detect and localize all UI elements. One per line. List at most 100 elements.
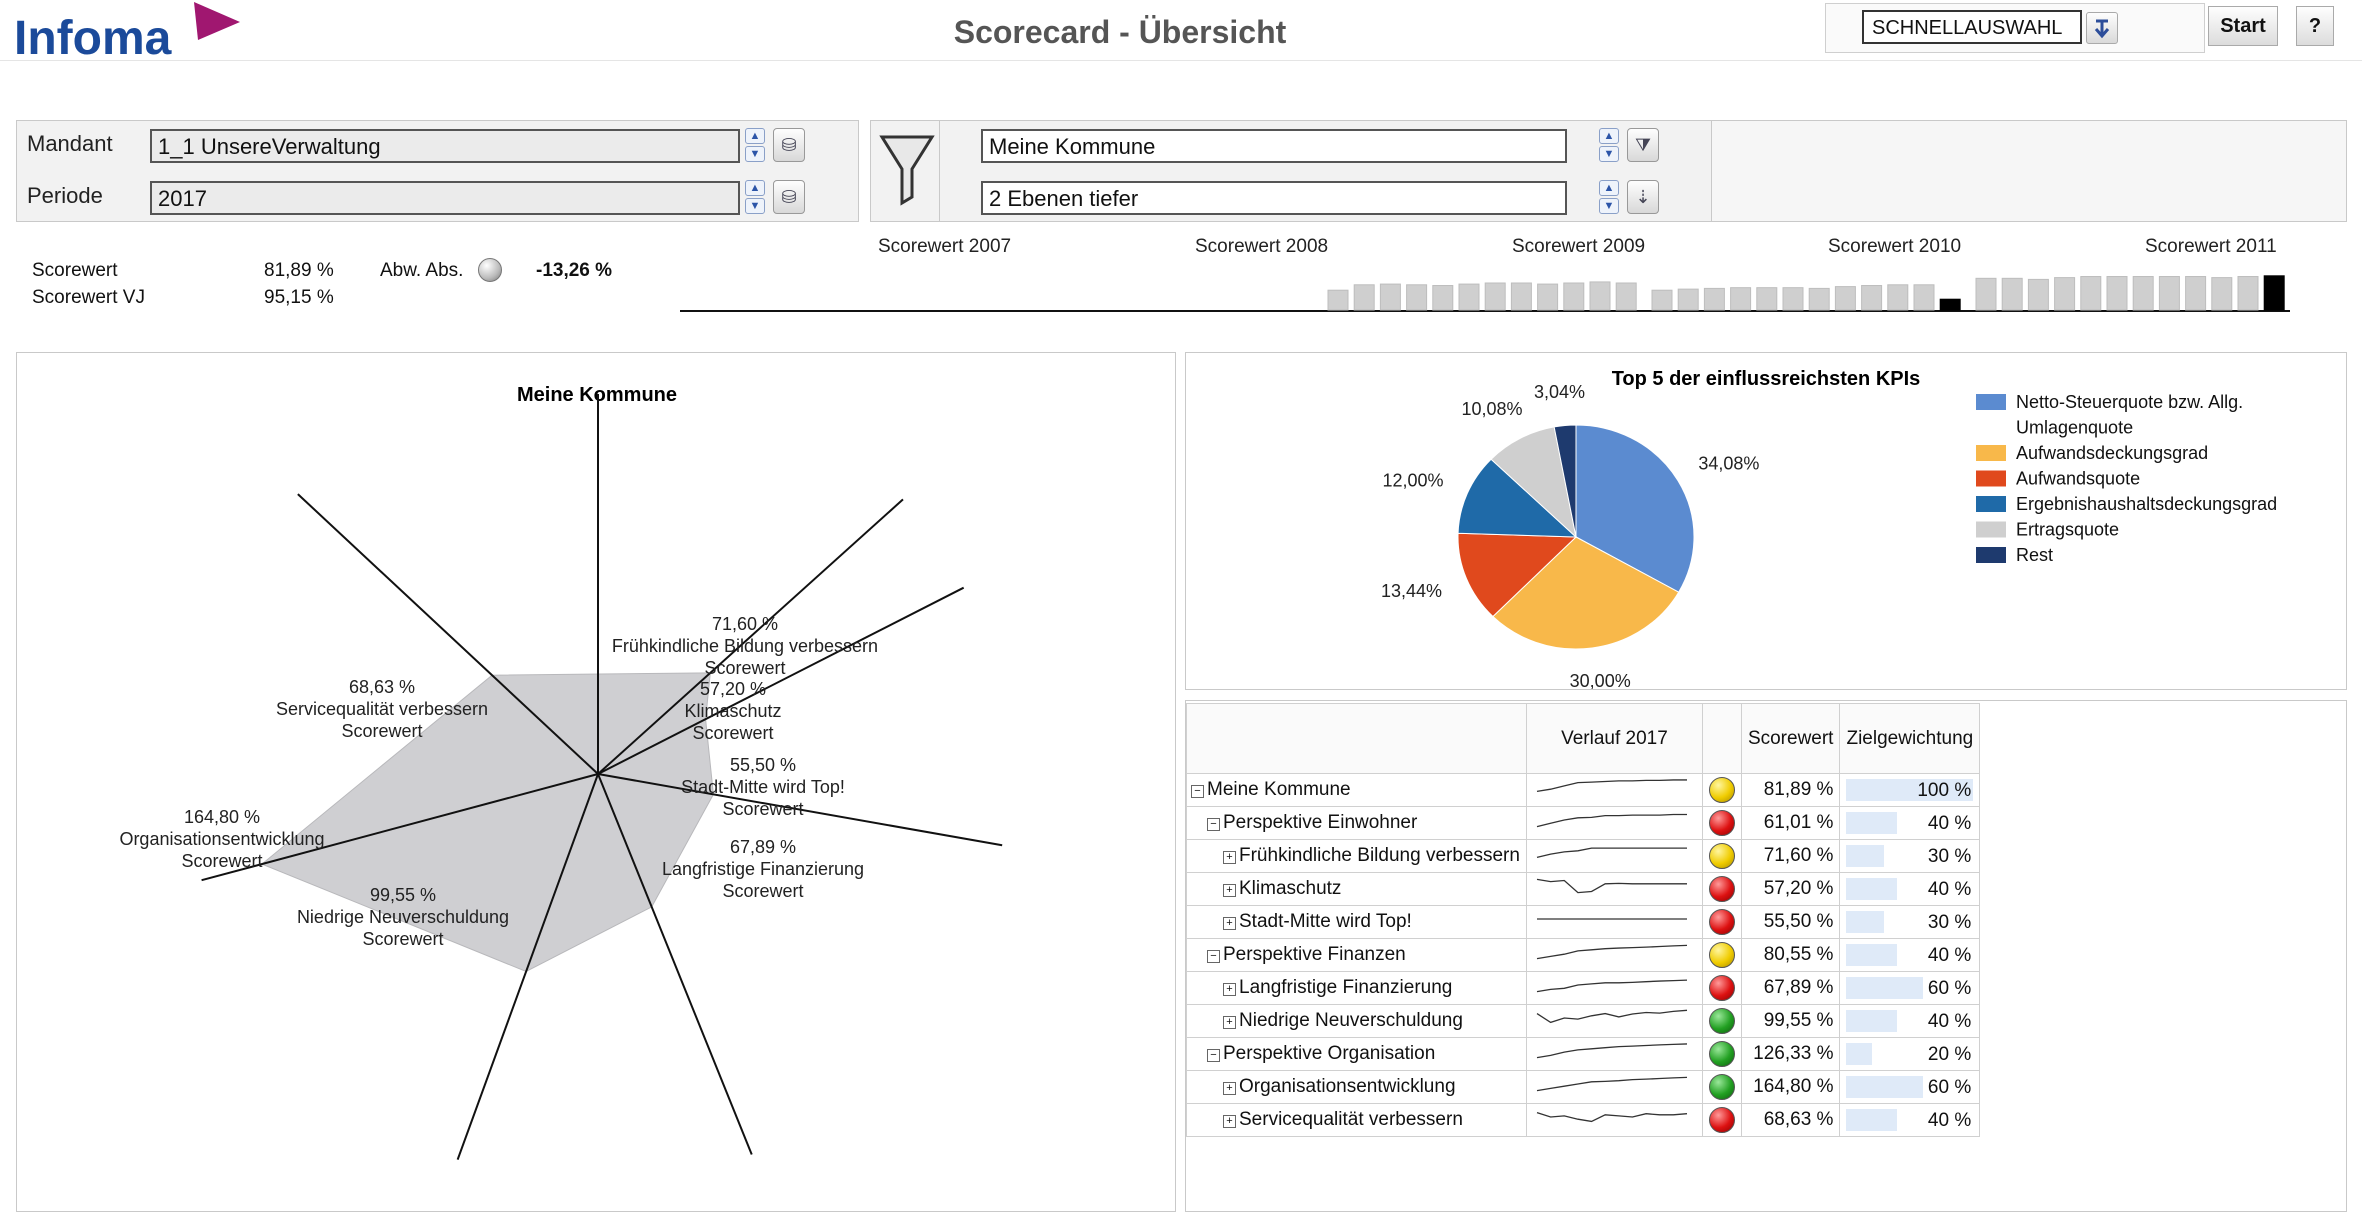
periode-field[interactable]: 2017 xyxy=(150,181,740,215)
org-unit-spinner[interactable]: ▲ ▼ xyxy=(1599,128,1619,162)
expand-icon[interactable]: + xyxy=(1223,917,1236,930)
header-divider xyxy=(0,60,2362,61)
collapse-icon[interactable]: − xyxy=(1207,818,1220,831)
table-row[interactable]: + Stadt-Mitte wird Top! 55,50 % 30 % xyxy=(1186,905,1981,939)
table-row[interactable]: + Organisationsentwicklung 164,80 % 60 % xyxy=(1186,1070,1981,1104)
kpi-name-cell[interactable]: − Perspektive Einwohner xyxy=(1186,806,1527,840)
spin-up-icon: ▲ xyxy=(745,180,765,196)
kpi-name: Perspektive Organisation xyxy=(1223,1043,1436,1064)
radar-axis xyxy=(597,498,904,775)
pie-data-label: 12,00% xyxy=(1382,470,1443,490)
history-bar xyxy=(1808,287,1830,311)
panel-divider xyxy=(939,121,940,221)
drilldown-icon: ⇣ xyxy=(1635,187,1651,207)
history-bar xyxy=(1563,282,1585,311)
zielgewichtung-cell: 40 % xyxy=(1839,1004,1981,1038)
legend-entry: Rest xyxy=(2016,545,2053,565)
spin-down-icon: ▼ xyxy=(1599,146,1619,162)
radar-axis xyxy=(597,773,753,1155)
database-icon: ⛁ xyxy=(781,187,797,207)
sparkline xyxy=(1536,1009,1687,1024)
kpi-name-cell[interactable]: + Klimaschutz xyxy=(1186,872,1527,906)
kpi-name-cell[interactable]: + Organisationsentwicklung xyxy=(1186,1070,1527,1104)
scorewert-cell: 68,63 % xyxy=(1740,1103,1841,1137)
table-row[interactable]: + Klimaschutz 57,20 % 40 % xyxy=(1186,872,1981,906)
history-year-label: Scorewert 2008 xyxy=(1195,236,1329,257)
kpi-table-body: − Meine Kommune 81,89 % 100 % − Perspektive E… xyxy=(1186,773,1981,1137)
kpi-name: Langfristige Finanzierung xyxy=(1239,977,1453,998)
status-light-icon xyxy=(1708,777,1735,803)
periode-label: Periode xyxy=(27,183,103,208)
kpi-name-cell[interactable]: − Perspektive Organisation xyxy=(1186,1037,1527,1071)
depth-select-button[interactable]: ⇣ xyxy=(1627,180,1659,214)
history-bar xyxy=(1887,284,1909,311)
ziel-column-header[interactable]: Zielgewichtung xyxy=(1839,703,1981,774)
zielgewichtung-cell: 60 % xyxy=(1839,1070,1981,1104)
collapse-icon[interactable]: − xyxy=(1207,950,1220,963)
mandant-spinner[interactable]: ▲ ▼ xyxy=(745,128,765,162)
kpi-name-cell[interactable]: + Frühkindliche Bildung verbessern xyxy=(1186,839,1527,873)
status-light-icon xyxy=(1708,1107,1735,1133)
depth-field[interactable]: 2 Ebenen tiefer xyxy=(981,181,1567,215)
collapse-icon[interactable]: − xyxy=(1207,1049,1220,1062)
expand-icon[interactable]: + xyxy=(1223,851,1236,864)
status-cell xyxy=(1701,1103,1742,1137)
kpi-name-cell[interactable]: + Niedrige Neuverschuldung xyxy=(1186,1004,1527,1038)
org-unit-field[interactable]: Meine Kommune xyxy=(981,129,1567,163)
expand-icon[interactable]: + xyxy=(1223,1082,1236,1095)
table-row[interactable]: − Perspektive Finanzen 80,55 % 40 % xyxy=(1186,938,1981,972)
status-light-icon xyxy=(1708,876,1735,902)
table-row[interactable]: + Langfristige Finanzierung 67,89 % 60 % xyxy=(1186,971,1981,1005)
depth-spinner[interactable]: ▲ ▼ xyxy=(1599,180,1619,214)
pie-data-label: 30,00% xyxy=(1570,671,1631,689)
expand-icon[interactable]: + xyxy=(1223,1016,1236,1029)
spin-up-icon: ▲ xyxy=(745,128,765,144)
mandant-field[interactable]: 1_1 UnsereVerwaltung xyxy=(150,129,740,163)
table-row[interactable]: + Frühkindliche Bildung verbessern 71,60 %… xyxy=(1186,839,1981,873)
pie-slice xyxy=(1457,458,1578,538)
pie-data-label: 13,44% xyxy=(1381,581,1442,601)
kpi-name-cell[interactable]: − Perspektive Finanzen xyxy=(1186,938,1527,972)
status-light-icon xyxy=(1708,909,1735,935)
verlauf-column-header[interactable]: Verlauf 2017 xyxy=(1525,703,1703,774)
org-filter-button[interactable]: ⧩ xyxy=(1627,128,1659,162)
table-row[interactable]: + Servicequalität verbessern 68,63 % 40 % xyxy=(1186,1103,1981,1137)
legend-swatch xyxy=(1976,394,2006,410)
help-button[interactable]: ? xyxy=(2296,6,2334,46)
table-row[interactable]: + Niedrige Neuverschuldung 99,55 % 40 % xyxy=(1186,1004,1981,1038)
table-row[interactable]: − Meine Kommune 81,89 % 100 % xyxy=(1186,773,1981,807)
weight-value: 40 % xyxy=(1927,813,1972,834)
status-cell xyxy=(1701,839,1742,873)
collapse-icon[interactable]: − xyxy=(1191,785,1204,798)
expand-icon[interactable]: + xyxy=(1223,884,1236,897)
start-button[interactable]: Start xyxy=(2208,6,2278,46)
table-row[interactable]: − Perspektive Einwohner 61,01 % 40 % xyxy=(1186,806,1981,840)
radar-axis xyxy=(597,586,965,775)
quick-select-input[interactable]: SCHNELLAUSWAHL xyxy=(1862,10,2082,44)
history-bar xyxy=(1406,284,1428,311)
expand-icon[interactable]: + xyxy=(1223,983,1236,996)
history-bar xyxy=(2080,276,2102,311)
kpi-name-cell[interactable]: + Langfristige Finanzierung xyxy=(1186,971,1527,1005)
weight-value: 20 % xyxy=(1927,1044,1972,1065)
kpi-name-cell[interactable]: − Meine Kommune xyxy=(1186,773,1527,807)
kpi-name: Servicequalität verbessern xyxy=(1239,1109,1463,1130)
status-cell xyxy=(1701,1037,1742,1071)
pie-chart: Top 5 der einflussreichsten KPIs 34,08% 30… xyxy=(1381,368,2277,691)
status-cell xyxy=(1701,872,1742,906)
periode-spinner[interactable]: ▲ ▼ xyxy=(745,180,765,214)
weight-value: 60 % xyxy=(1927,1077,1972,1098)
scorewert-column-header[interactable]: Scorewert xyxy=(1740,703,1841,774)
quick-select-dropdown-button[interactable] xyxy=(2086,12,2118,44)
sparkline-line xyxy=(1536,1111,1687,1123)
table-row[interactable]: − Perspektive Organisation 126,33 % 20 % xyxy=(1186,1037,1981,1071)
kpi-name-cell[interactable]: + Servicequalität verbessern xyxy=(1186,1103,1527,1137)
kpi-name: Frühkindliche Bildung verbessern xyxy=(1239,845,1520,866)
expand-icon[interactable]: + xyxy=(1223,1115,1236,1128)
mandant-select-button[interactable]: ⛁ xyxy=(773,128,805,162)
kpi-name: Organisationsentwicklung xyxy=(1239,1076,1456,1097)
periode-select-button[interactable]: ⛁ xyxy=(773,180,805,214)
spin-up-icon: ▲ xyxy=(1599,128,1619,144)
history-bar xyxy=(1677,288,1699,311)
kpi-name-cell[interactable]: + Stadt-Mitte wird Top! xyxy=(1186,905,1527,939)
